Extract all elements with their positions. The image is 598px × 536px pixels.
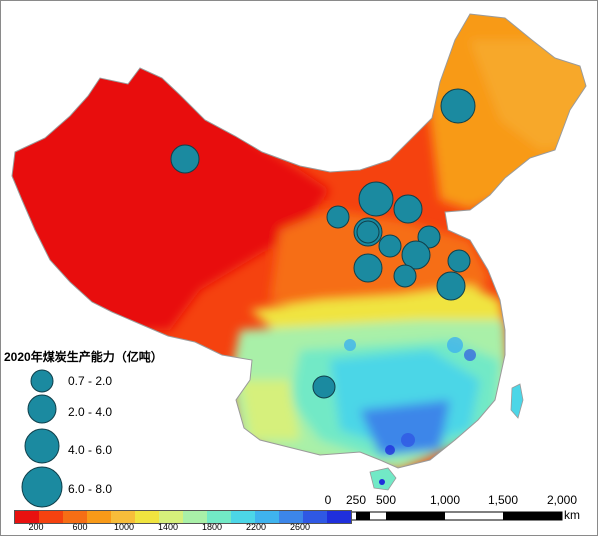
coal-base-point bbox=[326, 205, 350, 229]
colorbar-tick: 2200 bbox=[245, 522, 267, 532]
scale-unit: km bbox=[564, 508, 580, 522]
scale-bar bbox=[325, 511, 563, 521]
colorbar-swatch bbox=[39, 511, 63, 523]
coal-base-point bbox=[378, 234, 402, 258]
colorbar-tick: 600 bbox=[72, 522, 88, 532]
coal-base-point bbox=[358, 181, 394, 217]
colorbar-swatch bbox=[255, 511, 279, 523]
hainan-dot bbox=[379, 479, 385, 485]
colorbar-swatch bbox=[303, 511, 327, 523]
colorbar-tick: 2600 bbox=[289, 522, 311, 532]
colorbar-swatch bbox=[279, 511, 303, 523]
legend-symbols bbox=[21, 369, 63, 508]
coal-base-point bbox=[356, 220, 380, 244]
colorbar-swatch bbox=[15, 511, 39, 523]
colorbar-swatch bbox=[327, 511, 351, 523]
legend-circle-3 bbox=[24, 428, 60, 464]
coal-base-point bbox=[417, 225, 441, 249]
scale-tick: 500 bbox=[375, 493, 397, 507]
coal-base-points bbox=[170, 88, 476, 399]
coal-base-point bbox=[436, 271, 466, 301]
scale-tick: 250 bbox=[345, 493, 367, 507]
country-outline bbox=[11, 13, 587, 469]
precipitation-colorbar bbox=[14, 510, 352, 524]
coal-base-point bbox=[401, 240, 431, 270]
scale-tick: 1,000 bbox=[429, 493, 461, 507]
colorbar-tick: 1000 bbox=[113, 522, 135, 532]
scale-tick: 1,500 bbox=[487, 493, 519, 507]
legend-circle-4 bbox=[21, 466, 63, 508]
hainan-island bbox=[369, 467, 397, 491]
colorbar-swatch bbox=[231, 511, 255, 523]
colorbar-tick: 200 bbox=[28, 522, 44, 532]
legend-label-2: 2.0 - 4.0 bbox=[68, 405, 113, 419]
legend-title: 2020年煤炭生产能力（亿吨） bbox=[4, 350, 163, 364]
colorbar-swatch bbox=[159, 511, 183, 523]
colorbar-tick: 1400 bbox=[157, 522, 179, 532]
coal-base-point bbox=[447, 249, 471, 273]
coal-base-point bbox=[353, 253, 383, 283]
coal-base-point bbox=[393, 264, 417, 288]
legend-circle-2 bbox=[27, 394, 57, 424]
colorbar-swatch bbox=[183, 511, 207, 523]
colorbar-swatch bbox=[87, 511, 111, 523]
scale-tick: 0 bbox=[324, 493, 332, 507]
scale-tick: 2,000 bbox=[546, 493, 578, 507]
taiwan-island bbox=[510, 383, 524, 419]
legend-label-3: 4.0 - 6.0 bbox=[68, 443, 113, 457]
coal-base-point bbox=[440, 88, 476, 124]
colorbar-swatch bbox=[111, 511, 135, 523]
coal-base-point bbox=[170, 144, 200, 174]
coal-base-point bbox=[312, 375, 336, 399]
legend-circle-1 bbox=[30, 369, 54, 393]
colorbar-swatch bbox=[63, 511, 87, 523]
legend-label-4: 6.0 - 8.0 bbox=[68, 482, 113, 496]
coal-base-point bbox=[393, 194, 423, 224]
colorbar-swatch bbox=[207, 511, 231, 523]
colorbar-swatch bbox=[135, 511, 159, 523]
legend-label-1: 0.7 - 2.0 bbox=[68, 374, 113, 388]
colorbar-tick: 1800 bbox=[201, 522, 223, 532]
